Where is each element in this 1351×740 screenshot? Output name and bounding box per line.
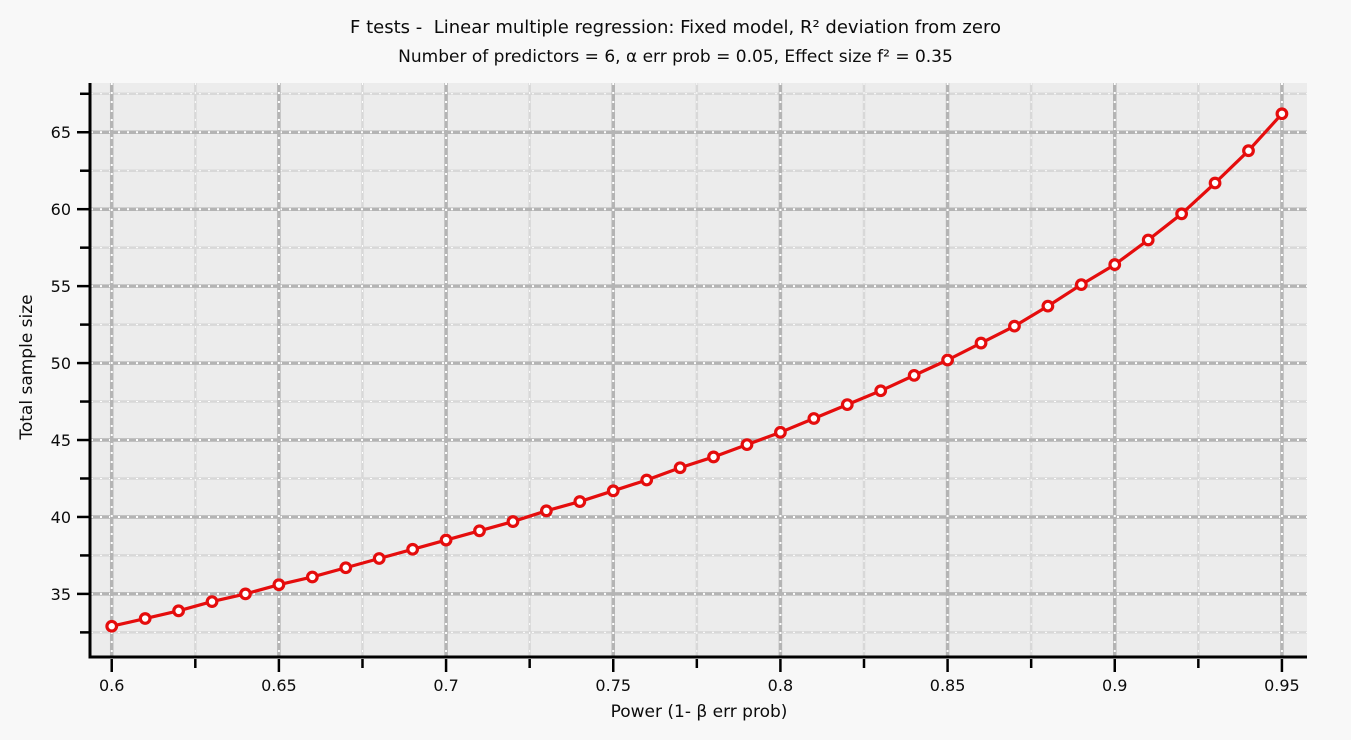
y-tick-label: 55 [51,277,71,296]
data-point [874,384,888,398]
data-point [1074,278,1088,291]
data-point [974,336,988,350]
data-point [305,570,319,584]
data-point [105,619,119,633]
x-tick-label: 0.95 [1264,676,1300,695]
data-point [1242,144,1255,158]
data-point [640,473,654,487]
data-point [573,495,587,508]
data-point [807,412,821,425]
data-point [372,552,386,565]
data-point [673,461,687,475]
data-point [539,504,553,518]
data-point [205,595,219,609]
y-tick-label: 50 [51,354,71,373]
y-tick-label: 60 [51,200,71,219]
y-tick-label: 35 [51,585,71,604]
x-tick-label: 0.65 [261,676,297,695]
data-point [1141,233,1155,247]
x-axis-label: Power (1- β err prob) [610,702,788,722]
data-point [840,398,854,412]
chart-subtitle: Number of predictors = 6, α err prob = 0… [398,47,953,67]
data-point [406,542,420,556]
data-point [272,578,286,592]
data-point [439,533,453,547]
data-point [506,515,520,528]
data-point [1041,299,1055,313]
data-point [473,524,486,538]
data-point [339,561,353,575]
data-point [1175,207,1189,221]
data-point [740,438,754,452]
data-point [707,450,720,464]
y-tick-label: 40 [51,508,71,527]
data-point [1208,176,1222,190]
data-point [172,604,185,618]
plot-background [91,83,1307,657]
data-point [606,484,620,498]
data-point [239,587,252,601]
y-tick-label: 45 [51,431,71,450]
data-point [907,368,921,382]
chart-title: F tests - Linear multiple regression: Fi… [350,17,1001,38]
data-point [1108,258,1122,271]
data-point [1008,319,1021,333]
data-point [774,425,787,439]
data-point [138,612,152,625]
data-point [1275,107,1289,121]
x-tick-label: 0.85 [930,676,966,695]
x-tick-label: 0.8 [768,676,793,695]
y-axis-label: Total sample size [17,294,37,440]
x-tick-label: 0.9 [1102,676,1127,695]
y-tick-label: 65 [51,123,71,142]
x-tick-label: 0.7 [433,676,458,695]
x-tick-label: 0.6 [99,676,124,695]
data-point [941,353,954,367]
x-tick-label: 0.75 [595,676,631,695]
